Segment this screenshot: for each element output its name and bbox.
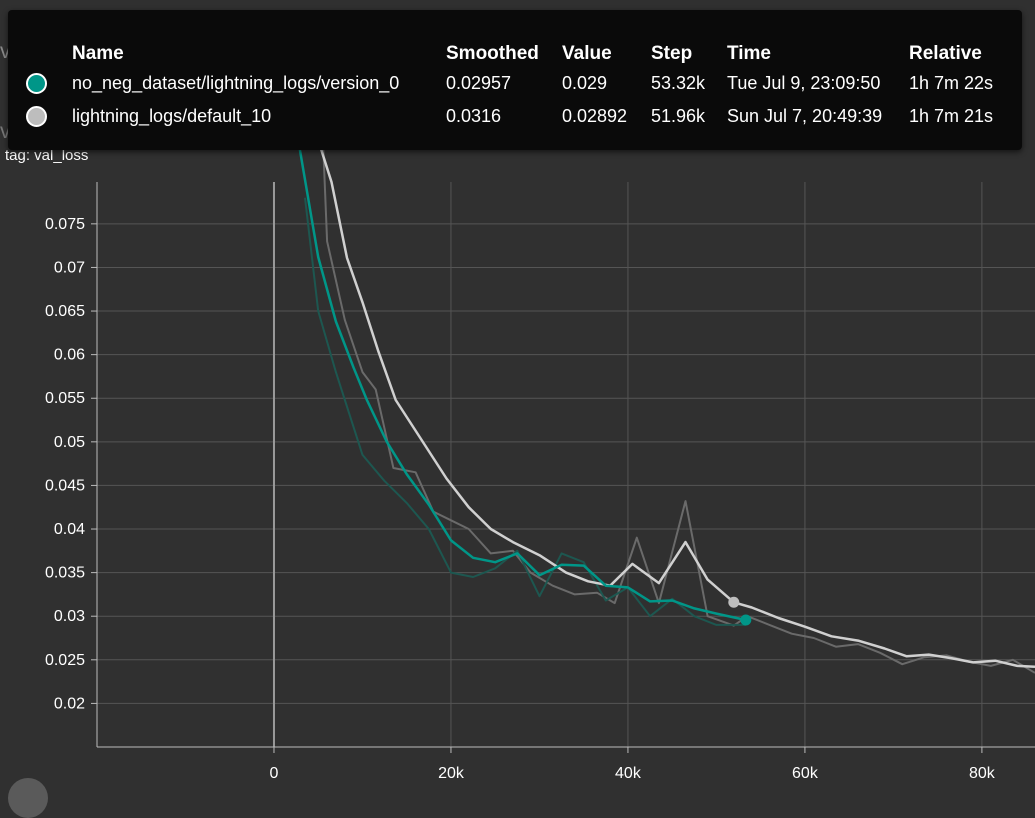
row-name: lightning_logs/default_10 (72, 100, 446, 133)
tooltip-table: Name Smoothed Value Step Time Relative n… (26, 40, 993, 133)
y-tick-label: 0.055 (45, 390, 85, 407)
header-step: Step (651, 40, 727, 67)
x-tick-label: 40k (615, 765, 642, 782)
hover-tooltip: Name Smoothed Value Step Time Relative n… (8, 10, 1022, 150)
series-end-marker (740, 614, 751, 625)
y-tick-label: 0.04 (54, 521, 85, 538)
tooltip-row-version-0: no_neg_dataset/lightning_logs/version_0 … (26, 67, 993, 100)
y-tick-label: 0.045 (45, 477, 85, 494)
x-tick-label: 20k (438, 765, 465, 782)
y-tick-label: 0.075 (45, 216, 85, 233)
grid-lines (97, 182, 1035, 747)
row-time: Sun Jul 7, 20:49:39 (727, 100, 909, 133)
row-step: 51.96k (651, 100, 727, 133)
y-tick-label: 0.07 (54, 259, 85, 276)
x-tick-label: 60k (792, 765, 819, 782)
y-tick-label: 0.03 (54, 608, 85, 625)
row-name: no_neg_dataset/lightning_logs/version_0 (72, 67, 446, 100)
tooltip-row-default-10: lightning_logs/default_10 0.0316 0.02892… (26, 100, 993, 133)
header-relative: Relative (909, 40, 993, 67)
row-step: 53.32k (651, 67, 727, 100)
row-smoothed: 0.02957 (446, 67, 562, 100)
series-color-dot (26, 106, 47, 127)
header-color (26, 40, 72, 67)
header-time: Time (727, 40, 909, 67)
x-tick-label: 0 (270, 765, 279, 782)
tooltip-header-row: Name Smoothed Value Step Time Relative (26, 40, 993, 67)
row-smoothed: 0.0316 (446, 100, 562, 133)
row-value: 0.02892 (562, 100, 651, 133)
series-line-smoothed (301, 84, 1035, 667)
y-tick-label: 0.05 (54, 434, 85, 451)
row-time: Tue Jul 9, 23:09:50 (727, 67, 909, 100)
series-end-marker (728, 597, 739, 608)
header-name: Name (72, 40, 446, 67)
y-tick-label: 0.02 (54, 695, 85, 712)
y-tick-label: 0.065 (45, 303, 85, 320)
x-tick-label: 80k (969, 765, 996, 782)
series-color-dot (26, 73, 47, 94)
row-value: 0.029 (562, 67, 651, 100)
axes: 0.02 0.025 0.03 0.035 0.04 0.045 0.05 0.055 0.06… (45, 182, 1035, 782)
series-line-smoothed (292, 102, 746, 620)
header-smoothed: Smoothed (446, 40, 562, 67)
y-tick-label: 0.06 (54, 347, 85, 364)
avatar-button[interactable] (8, 778, 48, 818)
row-relative: 1h 7m 22s (909, 67, 993, 100)
row-relative: 1h 7m 21s (909, 100, 993, 133)
y-tick-label: 0.035 (45, 565, 85, 582)
y-tick-label: 0.025 (45, 652, 85, 669)
header-value: Value (562, 40, 651, 67)
